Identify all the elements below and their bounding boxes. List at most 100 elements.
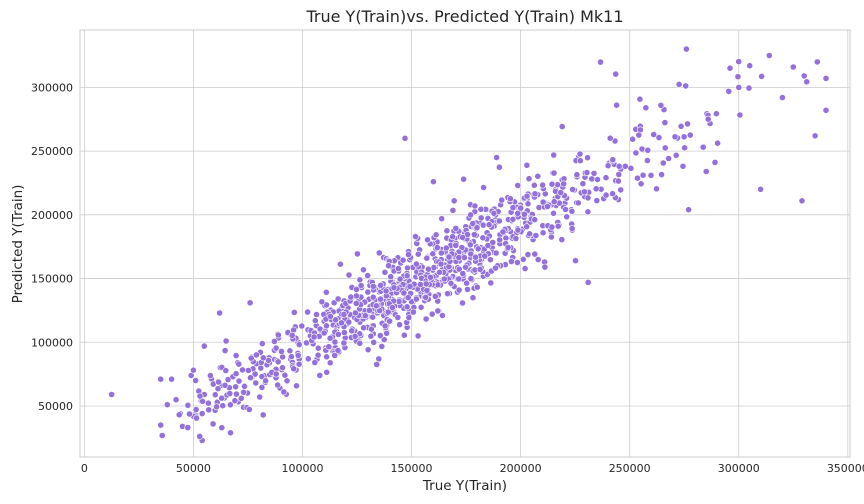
data-point [209,420,217,428]
data-point [334,295,342,303]
data-point [352,292,360,300]
data-point [323,301,330,309]
data-point [351,309,359,317]
data-point [655,134,663,141]
data-point [222,367,230,374]
data-point [493,154,500,161]
data-point [506,195,514,203]
data-point [293,382,300,390]
x-tick-label: 250000 [609,462,651,475]
data-point [290,365,298,373]
data-point [683,45,690,53]
data-point [562,206,569,213]
data-point [274,358,282,366]
data-point [365,306,373,314]
data-point [466,241,474,249]
data-point [713,110,720,118]
data-point [568,225,576,232]
data-point [403,303,411,311]
data-point [247,374,254,382]
data-point [581,188,588,196]
data-point [644,157,651,164]
data-point [313,311,320,318]
data-point [412,260,420,268]
data-point [504,244,512,251]
data-point [467,250,475,258]
data-point [259,354,267,362]
data-point [326,359,334,367]
data-point [404,294,412,301]
data-point [427,273,434,281]
data-point [574,199,582,207]
data-point [157,375,165,383]
data-point [467,211,474,219]
data-point [602,191,610,199]
data-point [681,144,688,152]
data-point [396,321,403,329]
data-point [232,370,240,378]
data-point [252,379,260,387]
x-tick-label: 300000 [718,462,760,475]
data-point [364,272,371,279]
data-point [471,202,479,210]
data-point [525,175,533,183]
data-point [449,206,457,214]
data-point [685,206,692,214]
data-point [295,341,303,348]
data-point [548,180,556,188]
plot-frame [79,29,851,458]
data-point [661,144,669,152]
data-point [429,178,437,186]
data-point [396,275,404,283]
data-point [798,197,806,205]
data-point [615,162,623,170]
data-point [531,216,539,224]
data-point [568,207,576,215]
data-point [400,331,408,339]
data-point [336,260,344,268]
data-point [455,254,463,261]
data-point [734,73,742,81]
data-point [192,406,200,413]
data-point [259,411,267,419]
data-point [334,330,342,338]
data-point [452,241,460,249]
data-point [573,171,581,179]
data-point [569,186,576,193]
data-point [416,281,424,288]
data-point [615,177,622,185]
data-point [193,414,200,422]
data-point [382,287,390,295]
grid-lines [80,30,850,457]
data-point [661,119,669,126]
x-tick-label: 50000 [176,462,211,475]
data-point [200,342,208,350]
data-point [489,238,497,246]
data-point [657,101,665,109]
data-point [434,307,442,315]
data-point [287,353,295,361]
data-point [424,265,432,273]
data-point [675,81,683,88]
data-point [244,366,252,374]
data-point [311,317,319,325]
data-point [204,399,212,407]
data-point [304,355,312,363]
data-point [157,421,165,429]
data-point [702,168,710,175]
data-point [394,314,402,321]
chart-title: True Y(Train)vs. Predicted Y(Train) Mk11 [305,7,623,26]
data-point [594,176,601,183]
data-point [539,229,547,237]
data-point [531,190,539,198]
data-point [464,285,471,293]
data-point [381,322,389,330]
data-point [704,115,712,123]
data-point [304,308,311,316]
data-point [665,155,672,162]
data-point [463,279,470,287]
data-point [274,331,282,339]
data-point [231,397,239,405]
data-point [442,244,450,252]
data-point [498,196,506,204]
